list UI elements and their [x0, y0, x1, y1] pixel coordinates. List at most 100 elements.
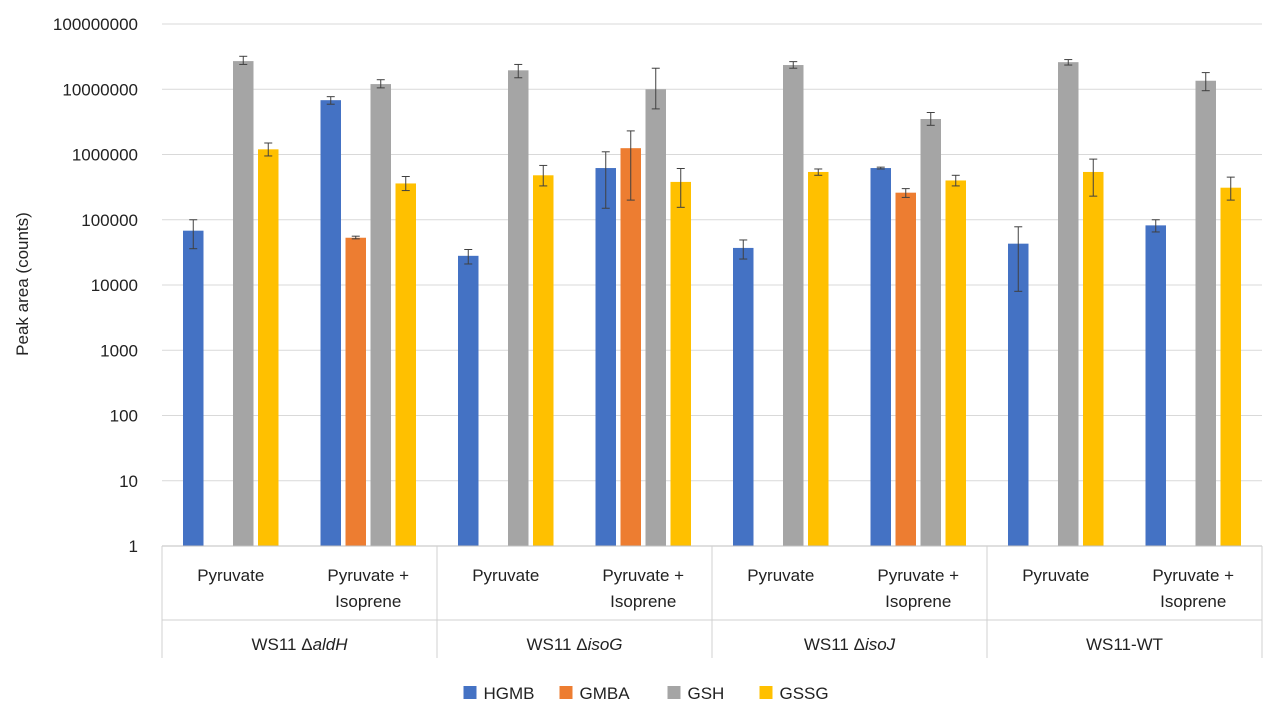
x-group-label-prefix: WS11-WT [1086, 635, 1163, 654]
error-bar [1226, 176, 1235, 201]
x-group-label: WS11-WT [1086, 635, 1163, 654]
bar-hgmb [733, 247, 754, 546]
bar-hgmb [870, 168, 891, 546]
bar-gsh [370, 84, 391, 546]
x-axis: Pyruvate Pyruvate + Isoprene Pyruvate Pyruva… [161, 545, 1263, 658]
error-bar [401, 176, 410, 192]
bar-gssg [533, 175, 554, 546]
y-axis-title: Peak area (counts) [13, 212, 32, 356]
y-axis-tick-labels: 100000000 10000000 1000000 100000 10000 1000 1… [53, 15, 138, 556]
y-tick-label: 100000000 [53, 15, 138, 34]
x-category-label: Isoprene [610, 592, 676, 611]
x-category-label: Pyruvate [197, 566, 264, 585]
legend-label: GMBA [580, 684, 631, 701]
error-bar [376, 79, 385, 89]
legend: HGMB GMBA GSH GSSG [463, 684, 829, 701]
x-category-label: Pyruvate + [1152, 566, 1234, 585]
legend-item: GSH [667, 684, 725, 701]
x-group-label-prefix: WS11 Δ [251, 635, 312, 654]
y-tick-label: 10000 [91, 276, 138, 295]
error-bar [1064, 59, 1073, 66]
bar-gssg [808, 171, 829, 546]
error-bar [539, 164, 548, 187]
y-tick-label: 100 [110, 407, 138, 426]
bar-gsh [645, 89, 666, 546]
bar-gssg [258, 149, 279, 546]
bar-hgmb [1145, 225, 1166, 546]
error-bars [189, 55, 1235, 292]
bar-hgmb [458, 255, 479, 546]
bar-gmba [895, 192, 916, 547]
y-tick-label: 1000000 [72, 146, 138, 165]
x-category-label: Pyruvate [472, 566, 539, 585]
legend-item: GSSG [759, 684, 829, 701]
x-category-label: Pyruvate [747, 566, 814, 585]
y-tick-label: 100000 [81, 211, 138, 230]
error-bar [264, 142, 273, 157]
bar-gssg [945, 180, 966, 547]
x-category-label: Pyruvate + [327, 566, 409, 585]
gridlines [162, 23, 1262, 482]
x-group-label-strain: isoJ [865, 635, 896, 654]
legend-swatch [759, 686, 773, 699]
error-bar [1201, 72, 1210, 92]
bar-hgmb [183, 230, 204, 547]
error-bar [789, 61, 798, 69]
bar-gmba [345, 237, 366, 546]
bar-gssg [670, 181, 691, 546]
y-tick-label: 10000000 [62, 80, 138, 99]
x-group-label-strain: isoG [588, 635, 623, 654]
error-bar [239, 55, 248, 65]
error-bar [351, 235, 360, 240]
x-category-label: Pyruvate + [877, 566, 959, 585]
error-bar [601, 151, 610, 209]
error-bar [926, 112, 935, 126]
bars [183, 61, 1241, 547]
bar-hgmb [320, 100, 341, 546]
x-category-label: Isoprene [335, 592, 401, 611]
bar-gsh [1195, 80, 1216, 546]
error-bar [1151, 219, 1160, 233]
bar-gssg [1083, 171, 1104, 546]
x-category-label: Isoprene [885, 592, 951, 611]
error-bar [189, 219, 198, 250]
error-bar [514, 63, 523, 79]
bar-gssg [1220, 187, 1241, 546]
x-group-label: WS11 ΔisoG [526, 635, 622, 654]
error-bar [876, 166, 885, 170]
bar-hgmb [595, 168, 616, 546]
error-bar [1014, 226, 1023, 292]
x-group-label-prefix: WS11 Δ [804, 635, 865, 654]
error-bar [626, 130, 635, 201]
legend-label: GSH [688, 684, 725, 701]
error-bar [464, 248, 473, 265]
error-bar [951, 174, 960, 187]
bar-gsh [508, 70, 529, 546]
y-tick-label: 10 [119, 472, 138, 491]
bar-gsh [783, 65, 804, 547]
error-bar [326, 96, 335, 105]
bar-gsh [1058, 62, 1079, 547]
legend-label: HGMB [484, 684, 535, 701]
x-category-label: Isoprene [1160, 592, 1226, 611]
legend-swatch [667, 686, 681, 699]
legend-item: GMBA [559, 684, 631, 701]
x-group-label: WS11 ΔisoJ [804, 635, 896, 654]
legend-item: HGMB [463, 684, 535, 701]
error-bar [651, 67, 660, 110]
x-category-label: Pyruvate [1022, 566, 1089, 585]
y-tick-label: 1000 [100, 341, 138, 360]
x-group-label-prefix: WS11 Δ [526, 635, 587, 654]
bar-gssg [395, 183, 416, 546]
bar-gsh [920, 118, 941, 546]
legend-swatch [559, 686, 573, 699]
bar-hgmb [1008, 243, 1029, 546]
x-group-label-strain: aldH [313, 635, 349, 654]
error-bar [739, 239, 748, 260]
x-category-label: Pyruvate + [602, 566, 684, 585]
error-bar [901, 188, 910, 198]
legend-swatch [463, 686, 477, 699]
bar-gmba [620, 148, 641, 546]
bar-gsh [233, 61, 254, 546]
